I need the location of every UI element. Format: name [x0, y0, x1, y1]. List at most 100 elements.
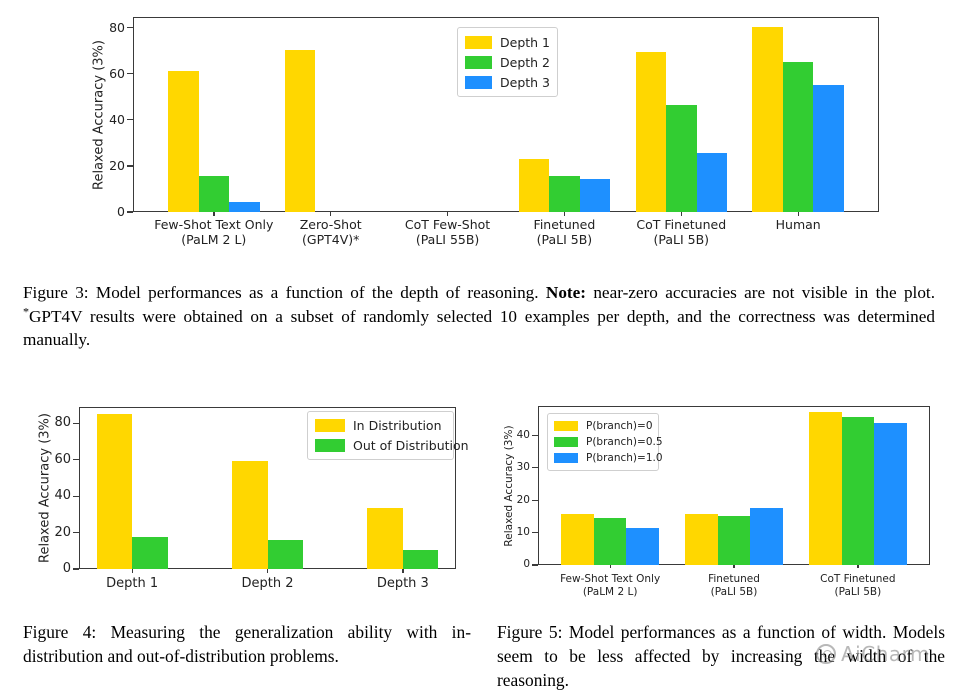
bar	[841, 417, 875, 565]
x-tick-label: CoT Finetuned (PaLI 5B)	[636, 217, 727, 248]
y-tick-label: 0	[523, 558, 530, 571]
x-tick-label: CoT Few-Shot (PaLI 55B)	[404, 217, 491, 248]
y-axis-label: Relaxed Accuracy (3%)	[503, 424, 515, 547]
x-tickmark	[563, 212, 566, 216]
x-tick-label: Depth 2	[241, 576, 294, 591]
y-tickmark	[73, 568, 79, 570]
x-tick-label: Few-Shot Text Only (PaLM 2 L)	[560, 573, 661, 598]
bar	[198, 176, 230, 212]
caption-text: Figure 3: Model performances as a functi…	[23, 283, 546, 302]
y-tickmark	[73, 459, 79, 461]
y-axis-label: Relaxed Accuracy (3%)	[91, 39, 107, 190]
bar	[593, 517, 627, 565]
bar	[229, 201, 260, 212]
x-tick-label: Zero-Shot (GPT4V)*	[299, 217, 362, 248]
y-tickmark	[73, 495, 79, 497]
bar	[549, 176, 580, 212]
y-tick-label: 10	[516, 526, 530, 539]
y-tickmark	[532, 467, 538, 469]
legend-entry-label: Depth 2	[500, 54, 550, 70]
legend-swatch	[554, 453, 578, 463]
bar	[685, 514, 718, 565]
caption-note-label: Note:	[545, 283, 586, 302]
legend-swatch	[465, 55, 492, 69]
caption-text: GPT4V results were obtained on a subset …	[23, 306, 935, 350]
bar	[284, 50, 316, 212]
legend-entry-label: P(branch)=0.5	[586, 436, 663, 448]
bar	[96, 414, 133, 569]
legend-swatch	[465, 75, 492, 89]
y-tick-label: 80	[54, 415, 71, 431]
y-axis-label: Relaxed Accuracy (3%)	[37, 413, 53, 563]
figure4-caption: Figure 4: Measuring the generalization a…	[23, 620, 471, 668]
bar	[561, 514, 594, 565]
y-tickmark	[127, 211, 133, 213]
x-tickmark	[213, 212, 215, 216]
y-tick-label: 0	[117, 204, 125, 220]
x-tickmark	[733, 565, 735, 568]
y-tickmark	[127, 119, 133, 121]
bar	[579, 178, 611, 212]
bar	[782, 62, 814, 212]
bar	[168, 71, 199, 212]
x-tickmark	[446, 212, 449, 216]
bar	[518, 158, 550, 212]
bar	[752, 27, 783, 212]
figure5-caption: Figure 5: Model performances as a functi…	[497, 620, 945, 692]
legend-entry-label: In Distribution	[353, 418, 442, 434]
x-tickmark	[609, 565, 611, 568]
caption-asterisk: *	[23, 303, 30, 318]
x-tick-label: Depth 1	[106, 576, 159, 591]
y-tick-label: 60	[109, 65, 125, 81]
figure5-width-bar-chart: 0 10 20 30 40 Few-Shot Text Only (PaLM 2 L) Fi…	[495, 385, 956, 610]
bar	[666, 104, 697, 212]
legend-entry-label: Out of Distribution	[353, 437, 469, 453]
legend-entry-label: P(branch)=0	[586, 420, 653, 432]
legend-row: Depth 2	[465, 52, 550, 72]
y-tickmark	[127, 72, 133, 75]
legend-swatch	[315, 419, 345, 433]
legend-row: Out of Distribution	[315, 436, 469, 456]
y-tickmark	[532, 531, 538, 534]
x-tickmark	[402, 569, 404, 573]
y-tick-label: 80	[109, 19, 125, 35]
y-tick-label: 20	[109, 158, 125, 174]
x-tickmark	[857, 565, 859, 568]
x-tickmark	[797, 212, 799, 216]
legend-row: Depth 1	[465, 32, 550, 52]
y-tickmark	[532, 434, 538, 436]
legend-swatch	[315, 438, 345, 452]
x-tick-label: Depth 3	[376, 576, 429, 591]
x-tick-label: Finetuned (PaLI 5B)	[708, 573, 760, 598]
y-tick-label: 40	[54, 488, 71, 504]
bar	[267, 539, 303, 569]
x-tick-label: Few-Shot Text Only (PaLM 2 L)	[154, 217, 274, 248]
bar	[874, 422, 907, 565]
bar	[635, 51, 667, 212]
x-tickmark	[266, 569, 269, 573]
legend-row: Depth 3	[465, 72, 550, 92]
legend-entry-label: P(branch)=1.0	[586, 452, 663, 464]
legend: Depth 1 Depth 2 Depth 3	[457, 27, 558, 97]
legend-swatch	[554, 421, 578, 431]
bar	[132, 537, 168, 569]
y-tick-label: 20	[516, 493, 530, 506]
x-tickmark	[330, 212, 332, 216]
legend-row: P(branch)=0	[554, 418, 653, 434]
bar	[813, 85, 844, 212]
legend-swatch	[554, 437, 578, 447]
legend: In Distribution Out of Distribution	[307, 411, 469, 460]
y-tick-label: 30	[516, 461, 530, 474]
x-tick-label: Finetuned (PaLI 5B)	[533, 217, 596, 248]
bar	[809, 412, 842, 565]
y-tick-label: 60	[54, 451, 71, 467]
x-tickmark	[131, 569, 133, 573]
legend-row: In Distribution	[315, 416, 446, 436]
y-tickmark	[127, 26, 133, 29]
bar	[717, 515, 751, 565]
y-tickmark	[532, 564, 538, 566]
figure3-depth-bar-chart: 0 20 40 60 80 Few-Shot Text Only (PaLM 2 L) Ze…	[0, 0, 956, 272]
legend: P(branch)=0 P(branch)=0.5 P(branch)=1.0	[547, 413, 663, 471]
bar	[367, 508, 403, 569]
